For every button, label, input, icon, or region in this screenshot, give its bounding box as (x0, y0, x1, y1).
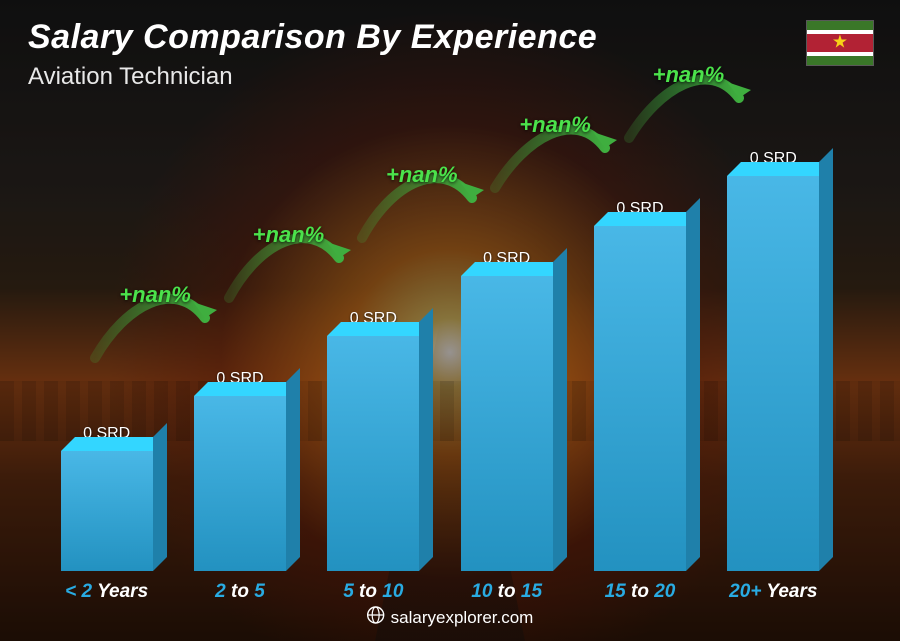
flag-star-icon: ★ (832, 31, 848, 52)
increase-arrow: +nan% (85, 288, 225, 378)
bar-chart: 0 SRD< 2 Years +nan%0 SRD2 to 5 (40, 120, 840, 571)
country-flag: ★ (806, 20, 874, 66)
increase-arrow: +nan% (352, 168, 492, 258)
increase-pct-label: +nan% (386, 162, 458, 188)
bar (61, 451, 153, 571)
increase-pct-label: +nan% (653, 62, 725, 88)
bar-category-label: < 2 Years (65, 581, 148, 603)
bar-group: +nan%0 SRD20+ Years (707, 120, 840, 571)
bar (194, 396, 286, 571)
bar (594, 226, 686, 571)
footer-credit: salaryexplorer.com (367, 606, 534, 629)
increase-arrow: +nan% (219, 228, 359, 318)
increase-pct-label: +nan% (119, 282, 191, 308)
bar-category-label: 2 to 5 (215, 581, 265, 603)
increase-arrow: +nan% (485, 118, 625, 208)
increase-arrow: +nan% (619, 68, 759, 158)
bar-group: +nan%0 SRD2 to 5 (173, 120, 306, 571)
bar-category-label: 5 to 10 (343, 581, 403, 603)
bar (727, 176, 819, 571)
bar-category-label: 20+ Years (729, 581, 817, 603)
bar-group: +nan%0 SRD15 to 20 (573, 120, 706, 571)
increase-pct-label: +nan% (519, 112, 591, 138)
bar-category-label: 10 to 15 (471, 581, 542, 603)
bar (461, 276, 553, 571)
globe-icon (367, 606, 385, 629)
chart-title: Salary Comparison By Experience (28, 18, 872, 57)
footer-text: salaryexplorer.com (391, 608, 534, 628)
increase-pct-label: +nan% (253, 222, 325, 248)
bar-category-label: 15 to 20 (605, 581, 676, 603)
bar (327, 336, 419, 571)
